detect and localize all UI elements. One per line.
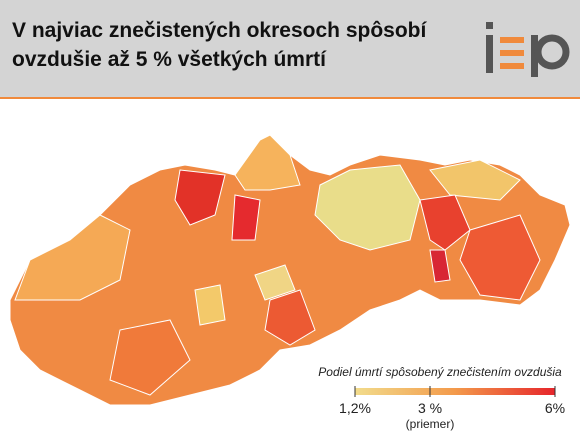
legend-scale [355, 388, 555, 395]
map [9, 134, 571, 406]
header-rule [0, 97, 580, 99]
legend-title: Podiel úmrtí spôsobený znečistením ovzdu… [318, 365, 562, 379]
header-band [0, 0, 580, 97]
legend-tick-label: 3 % [418, 400, 442, 416]
title-line: ovzdušie až 5 % všetkých úmrtí [12, 48, 327, 71]
legend-annotation: (priemer) [406, 417, 455, 431]
legend-tick-label: 6% [545, 400, 565, 416]
legend-tick-label: 1,2% [339, 400, 371, 416]
title-line: V najviac znečistených okresoch spôsobí [12, 19, 427, 42]
logo [486, 22, 570, 77]
